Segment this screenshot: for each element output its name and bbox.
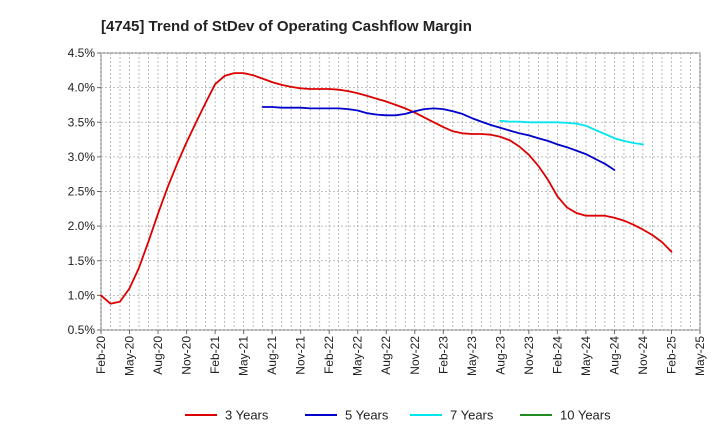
y-tick-label: 4.5% xyxy=(68,46,96,60)
x-tick-label: Nov-20 xyxy=(180,336,194,375)
series-lines xyxy=(100,72,673,305)
y-tick-label: 2.5% xyxy=(68,185,96,199)
x-tick-label: Feb-21 xyxy=(208,336,222,374)
x-tick-label: Nov-23 xyxy=(522,336,536,375)
x-tick-label: Feb-25 xyxy=(664,336,678,374)
series-line-7-years xyxy=(499,120,644,146)
x-axis-ticks: Feb-20 May-20 Aug-20 Nov-20 Feb-21 May-21 Aug-… xyxy=(94,330,707,376)
series-line-3-years xyxy=(100,72,673,305)
x-tick-label: Aug-24 xyxy=(607,336,621,375)
y-tick-label: 1.5% xyxy=(68,254,96,268)
y-tick-label: 2.0% xyxy=(68,219,96,233)
x-tick-label: May-24 xyxy=(579,336,593,376)
x-tick-label: May-25 xyxy=(693,336,707,376)
legend: 3 Years 5 Years 7 Years 10 Years xyxy=(185,408,611,423)
x-tick-label: Feb-22 xyxy=(322,336,336,374)
x-tick-label: Feb-20 xyxy=(94,336,108,374)
y-tick-label: 1.0% xyxy=(68,288,96,302)
x-tick-label: May-23 xyxy=(465,336,479,376)
x-tick-label: Nov-22 xyxy=(408,336,422,375)
y-tick-label: 3.5% xyxy=(68,115,96,129)
y-tick-label: 3.0% xyxy=(68,150,96,164)
x-tick-label: Aug-20 xyxy=(151,336,165,375)
plot-background xyxy=(101,53,700,330)
x-tick-label: Aug-23 xyxy=(493,336,507,375)
y-tick-label: 0.5% xyxy=(68,323,96,337)
x-tick-label: May-21 xyxy=(237,336,251,376)
y-axis-ticks: 0.5% 1.0% 1.5% 2.0% 2.5% 3.0% 3.5% 4.0% 4.5% xyxy=(68,46,101,337)
chart-title: [4745] Trend of StDev of Operating Cashf… xyxy=(101,18,472,35)
y-tick-label: 4.0% xyxy=(68,81,96,95)
series-line-5-years xyxy=(261,106,616,171)
legend-label: 5 Years xyxy=(345,408,389,423)
legend-label: 10 Years xyxy=(560,408,611,423)
x-tick-label: Nov-24 xyxy=(636,336,650,375)
x-tick-label: Aug-22 xyxy=(379,336,393,375)
x-tick-label: May-20 xyxy=(123,336,137,376)
legend-label: 7 Years xyxy=(450,408,494,423)
legend-label: 3 Years xyxy=(225,408,269,423)
x-tick-label: Feb-24 xyxy=(550,336,564,374)
x-tick-label: Feb-23 xyxy=(436,336,450,374)
x-tick-label: Nov-21 xyxy=(294,336,308,375)
x-tick-label: May-22 xyxy=(351,336,365,376)
plot-area xyxy=(100,52,701,331)
x-tick-label: Aug-21 xyxy=(265,336,279,375)
